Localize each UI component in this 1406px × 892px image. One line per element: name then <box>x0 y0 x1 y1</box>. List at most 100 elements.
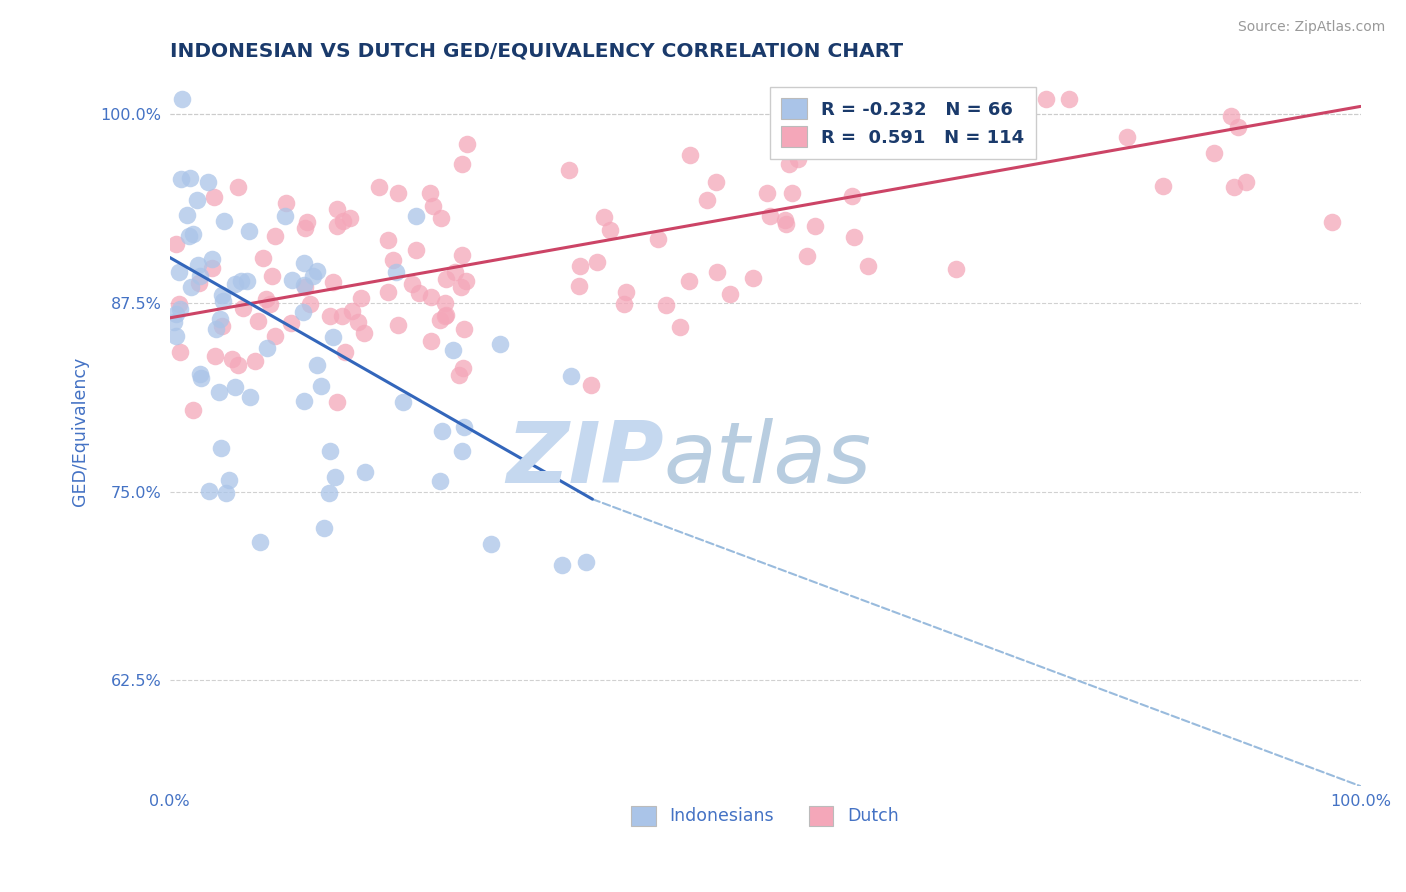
Point <box>793 92 815 106</box>
Point <box>238 224 260 238</box>
Point <box>347 315 370 329</box>
Point <box>441 343 464 357</box>
Point <box>165 237 187 252</box>
Point <box>1059 92 1081 106</box>
Point <box>165 306 187 320</box>
Point <box>276 196 298 211</box>
Point <box>706 265 728 279</box>
Point <box>224 277 246 292</box>
Point <box>326 202 349 217</box>
Point <box>280 273 302 287</box>
Point <box>177 229 200 244</box>
Point <box>201 252 224 267</box>
Point <box>778 157 800 171</box>
Point <box>429 475 451 489</box>
Point <box>616 285 638 299</box>
Point <box>259 297 281 311</box>
Point <box>319 443 342 458</box>
Point <box>292 256 315 270</box>
Point <box>335 345 357 359</box>
Point <box>353 326 375 340</box>
Point <box>568 279 591 293</box>
Point <box>218 473 240 487</box>
Point <box>326 219 349 233</box>
Point <box>292 394 315 409</box>
Point <box>773 213 796 227</box>
Point <box>434 308 457 322</box>
Point <box>405 243 427 257</box>
Point <box>243 354 266 368</box>
Point <box>392 395 415 409</box>
Point <box>456 136 478 151</box>
Point <box>845 141 868 155</box>
Point <box>679 148 702 162</box>
Point <box>450 279 472 293</box>
Point <box>453 419 475 434</box>
Point <box>613 297 636 311</box>
Point <box>696 194 718 208</box>
Point <box>429 312 451 326</box>
Point <box>569 259 592 273</box>
Point <box>212 294 235 309</box>
Point <box>318 309 340 323</box>
Point <box>451 361 474 376</box>
Point <box>858 260 880 274</box>
Point <box>430 211 453 226</box>
Point <box>678 275 700 289</box>
Point <box>252 251 274 265</box>
Point <box>558 162 581 177</box>
Y-axis label: GED/Equivalency: GED/Equivalency <box>72 357 89 506</box>
Point <box>841 189 863 203</box>
Text: ZIP: ZIP <box>506 418 664 501</box>
Point <box>339 211 361 226</box>
Point <box>228 179 250 194</box>
Point <box>197 483 219 498</box>
Point <box>291 304 314 318</box>
Point <box>201 260 224 275</box>
Point <box>756 186 779 201</box>
Point <box>302 268 325 283</box>
Point <box>180 280 202 294</box>
Point <box>188 368 211 382</box>
Point <box>224 380 246 394</box>
Point <box>419 186 441 200</box>
Point <box>294 220 316 235</box>
Point <box>176 207 198 221</box>
Point <box>204 349 226 363</box>
Point <box>322 275 344 289</box>
Point <box>322 330 344 344</box>
Point <box>377 233 399 247</box>
Point <box>167 265 190 279</box>
Point <box>209 311 232 326</box>
Point <box>169 345 191 359</box>
Point <box>232 301 254 316</box>
Point <box>325 469 347 483</box>
Point <box>292 277 315 292</box>
Point <box>387 186 409 201</box>
Point <box>654 298 676 312</box>
Point <box>264 328 287 343</box>
Point <box>454 274 477 288</box>
Point <box>387 318 409 332</box>
Point <box>444 265 467 279</box>
Point <box>170 92 193 106</box>
Point <box>188 276 211 290</box>
Point <box>432 424 454 438</box>
Point <box>188 268 211 283</box>
Point <box>211 318 233 333</box>
Point <box>599 222 621 236</box>
Point <box>202 190 225 204</box>
Point <box>211 287 233 301</box>
Point <box>183 402 205 417</box>
Point <box>647 232 669 246</box>
Point <box>1220 109 1243 123</box>
Point <box>212 214 235 228</box>
Point <box>1152 179 1174 194</box>
Point <box>704 175 727 189</box>
Point <box>381 253 404 268</box>
Legend: Indonesians, Dutch: Indonesians, Dutch <box>623 797 907 834</box>
Point <box>280 316 302 330</box>
Point <box>314 521 336 535</box>
Point <box>325 395 347 409</box>
Point <box>575 556 598 570</box>
